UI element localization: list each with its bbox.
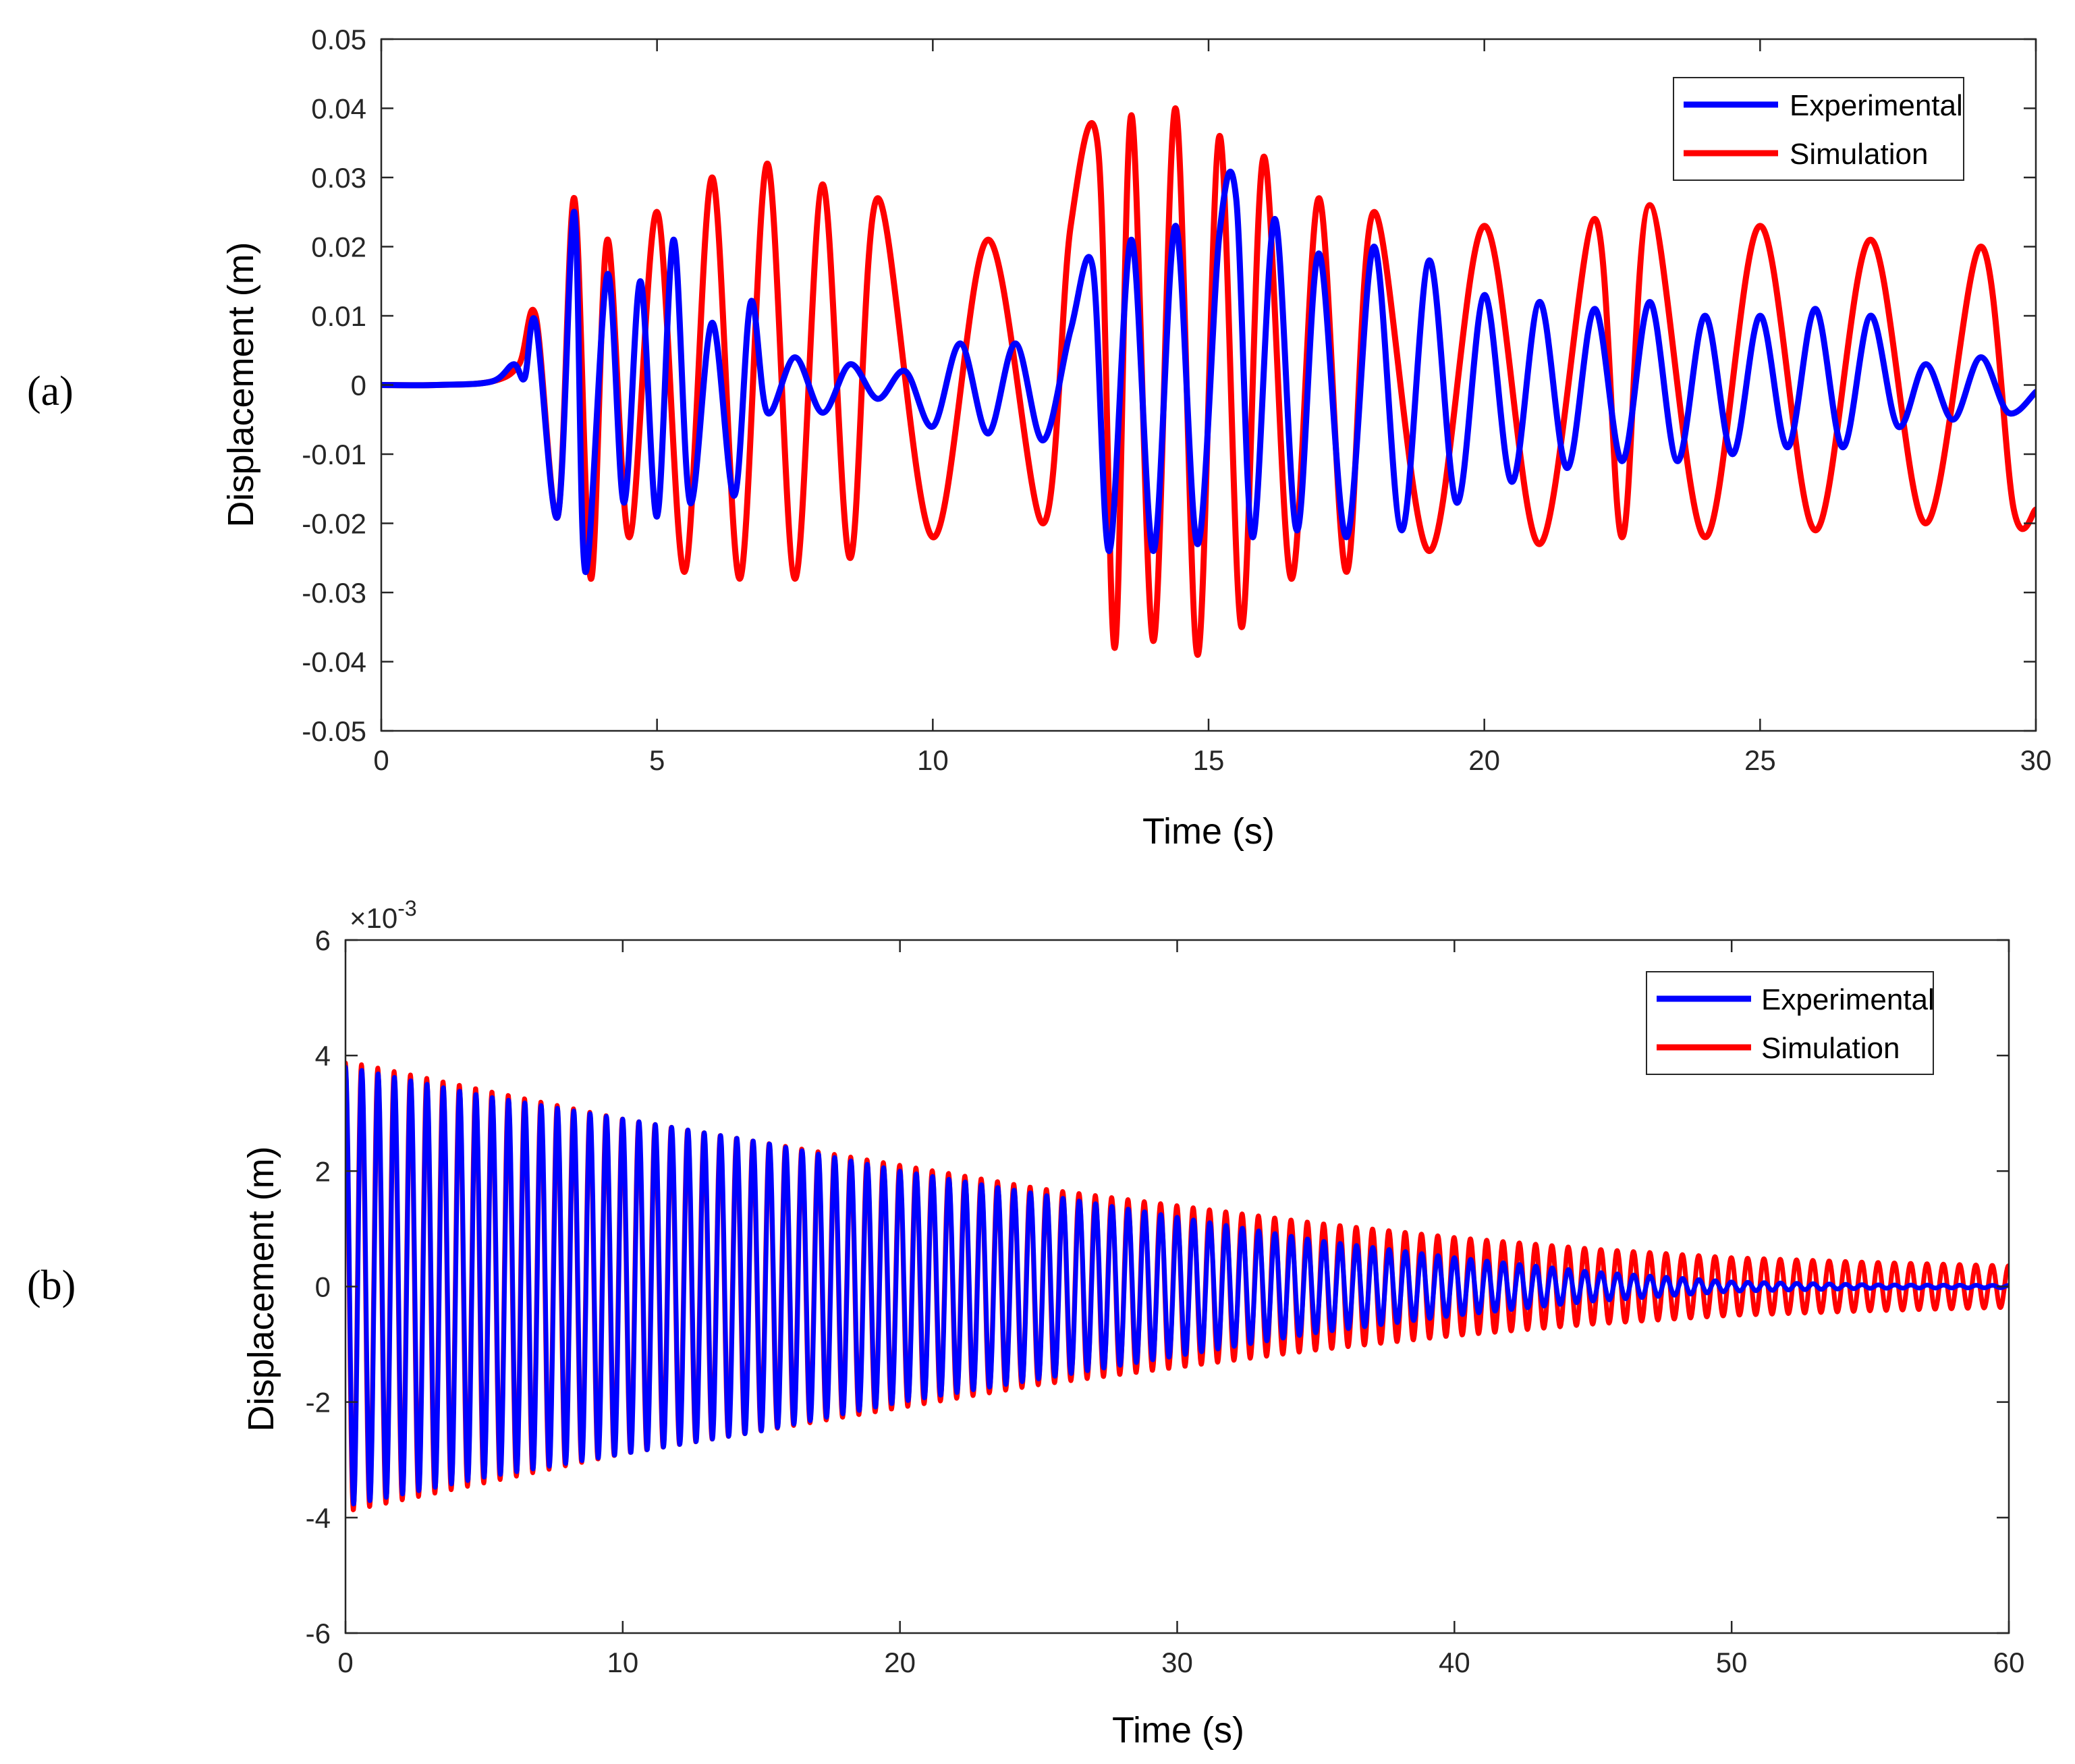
panel-a-xtick-label: 5 [649,744,665,776]
panel-a-ytick-label: -0.05 [302,715,366,747]
panel-a-ytick-label: 0 [351,370,366,402]
panel-b-ytick-label: 2 [315,1155,331,1187]
panel-b-xtick-label: 40 [1439,1647,1470,1678]
panel-a-series-group [381,105,2036,658]
panel-b-series-group [345,1060,2009,1512]
panel-a-label: (a) [27,368,74,414]
panel-a-xtick-label: 25 [1744,744,1776,776]
panel-b-xtick-label: 30 [1161,1647,1193,1678]
panel-a-legend-simulation: Simulation [1790,138,1928,171]
panel-b-legend-experimental: Experimental [1761,983,1935,1016]
panel-a-ytick-label: 0.03 [311,162,366,194]
panel-b-xtick-label: 10 [607,1647,638,1678]
panel-b-xtick-label: 0 [337,1647,353,1678]
panel-a-xlabel: Time (s) [1142,811,1275,852]
panel-a-xtick-label: 0 [373,744,389,776]
panel-b-ylabel: Displacement (m) [241,1146,281,1431]
panel-b-xlabel: Time (s) [1112,1710,1244,1751]
panel-b-legend-simulation: Simulation [1761,1032,1900,1065]
panel-a-ytick-label: -0.02 [302,508,366,540]
panel-a-xtick-label: 20 [1468,744,1500,776]
panel-b-chart: (b) Displacement (m) Time (s) ×10-3 0 10 2… [27,896,2024,1751]
panel-b-legend: Experimental Simulation [1646,971,1935,1075]
panel-b-xtick-label: 60 [1993,1647,2025,1678]
panel-a-ytick-label: -0.03 [302,577,366,609]
panel-a-ytick-label: 0.02 [311,231,366,263]
panel-b-ytick-label: -4 [306,1502,331,1534]
panel-b-xtick-label: 50 [1716,1647,1748,1678]
panel-a-series-experimental [381,169,2036,575]
panel-b-ytick-label: 4 [315,1040,331,1072]
panel-b-label: (b) [27,1263,76,1308]
panel-a-chart: (a) Displacement (m) Time (s) 0 5 10 15 20 25… [27,24,2051,852]
panel-b-exponent-power: -3 [397,896,416,920]
panel-a-legend-experimental: Experimental [1790,89,1963,122]
panel-a-ytick-label: -0.04 [302,646,366,678]
panel-a-xtick-label: 30 [2020,744,2052,776]
panel-b-ytick-label: -2 [306,1387,331,1418]
panel-a-ytick-label: 0.01 [311,300,366,332]
panel-b-ytick-label: 6 [315,925,331,956]
panel-b-xtick-label: 20 [884,1647,916,1678]
panel-a-xtick-label: 15 [1193,744,1225,776]
panel-b-exponent-base: ×10 [350,902,397,934]
panel-a-ytick-label: -0.01 [302,439,366,470]
panel-a-ytick-label: 0.04 [311,93,366,125]
panel-a-ytick-label: 0.05 [311,24,366,55]
panel-a-ylabel: Displacement (m) [221,242,261,527]
panel-a-legend: Experimental Simulation [1673,77,1964,181]
panel-b-ytick-label: -6 [306,1618,331,1649]
panel-b-series-experimental [345,1064,2009,1507]
panel-a-xtick-label: 10 [917,744,949,776]
panel-b-exponent: ×10-3 [350,896,417,934]
panel-b-ytick-label: 0 [315,1271,331,1303]
